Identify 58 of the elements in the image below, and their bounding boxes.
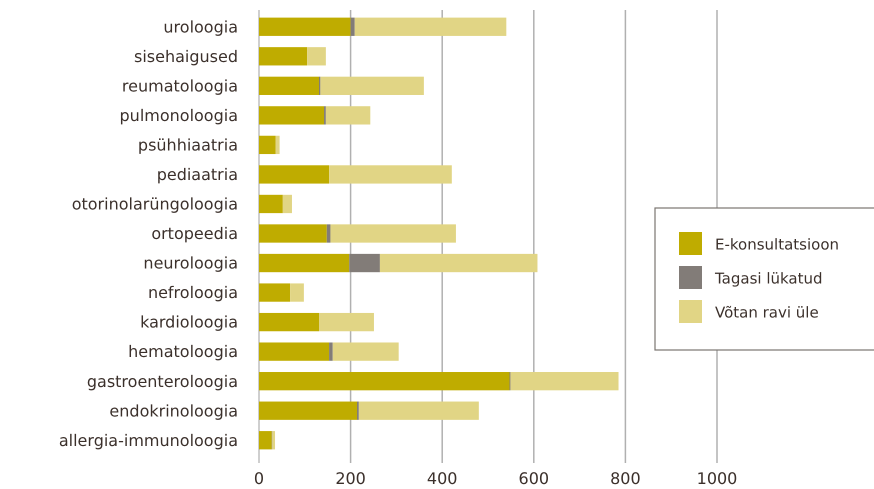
bar <box>259 372 510 390</box>
bar <box>510 372 619 390</box>
bar <box>358 402 479 420</box>
y-tick-label: nefroloogia <box>148 283 238 302</box>
bar <box>329 342 333 361</box>
y-tick-label: ortopeedia <box>151 224 238 244</box>
bar <box>320 76 424 95</box>
bar <box>282 194 292 214</box>
bar <box>259 283 290 302</box>
y-tick-label: neuroloogia <box>143 254 238 273</box>
bar <box>326 106 370 125</box>
y-tick-label: gastroenteroloogia <box>86 372 238 391</box>
bar <box>259 106 324 125</box>
legend-label: Tagasi lükatud <box>714 269 823 288</box>
bar <box>272 431 276 450</box>
y-tick-label: psühhiaatria <box>138 136 238 154</box>
bar <box>329 165 452 184</box>
bar <box>259 254 350 272</box>
y-tick-label: allergia-immunoloogia <box>58 430 238 450</box>
bar <box>259 431 272 450</box>
x-tick-label: 200 <box>335 469 366 488</box>
bar <box>259 224 327 243</box>
y-tick-label: otorinolarüngoloogia <box>72 194 238 214</box>
x-tick-label: 1000 <box>696 469 738 488</box>
bar <box>349 254 380 272</box>
y-tick-label: pulmonoloogia <box>120 106 238 125</box>
legend-label: E-konsultatsioon <box>715 235 840 254</box>
bar <box>259 76 319 95</box>
y-tick-label: pediaatria <box>156 165 238 184</box>
bar <box>259 194 283 214</box>
x-tick-label: 600 <box>518 469 550 488</box>
bar <box>326 224 330 243</box>
x-tick-label: 0 <box>254 469 264 488</box>
y-tick-label: endokrinoloogia <box>109 401 238 420</box>
y-tick-label: reumatoloogia <box>122 76 238 96</box>
bar <box>350 18 355 36</box>
legend-label: Võtan ravi üle <box>715 303 819 322</box>
y-tick-label: hematoloogia <box>128 342 238 362</box>
x-tick-label: 400 <box>426 469 458 488</box>
bar <box>259 402 358 420</box>
bar <box>259 342 330 361</box>
bar <box>307 47 326 66</box>
bar <box>290 283 304 302</box>
bar <box>259 47 308 66</box>
bar <box>259 165 330 184</box>
bar <box>259 18 351 36</box>
bar <box>275 136 280 154</box>
y-tick-label: kardioloogia <box>140 312 238 332</box>
bar <box>332 342 399 361</box>
y-tick-label: uroloogia <box>163 17 238 36</box>
bar <box>259 136 276 154</box>
bar <box>259 312 319 332</box>
y-tick-label: sisehaigused <box>134 46 238 66</box>
bar <box>330 224 456 243</box>
x-tick-label: 800 <box>610 469 641 488</box>
bar <box>380 254 538 272</box>
bar <box>319 312 374 332</box>
bar <box>354 18 506 36</box>
